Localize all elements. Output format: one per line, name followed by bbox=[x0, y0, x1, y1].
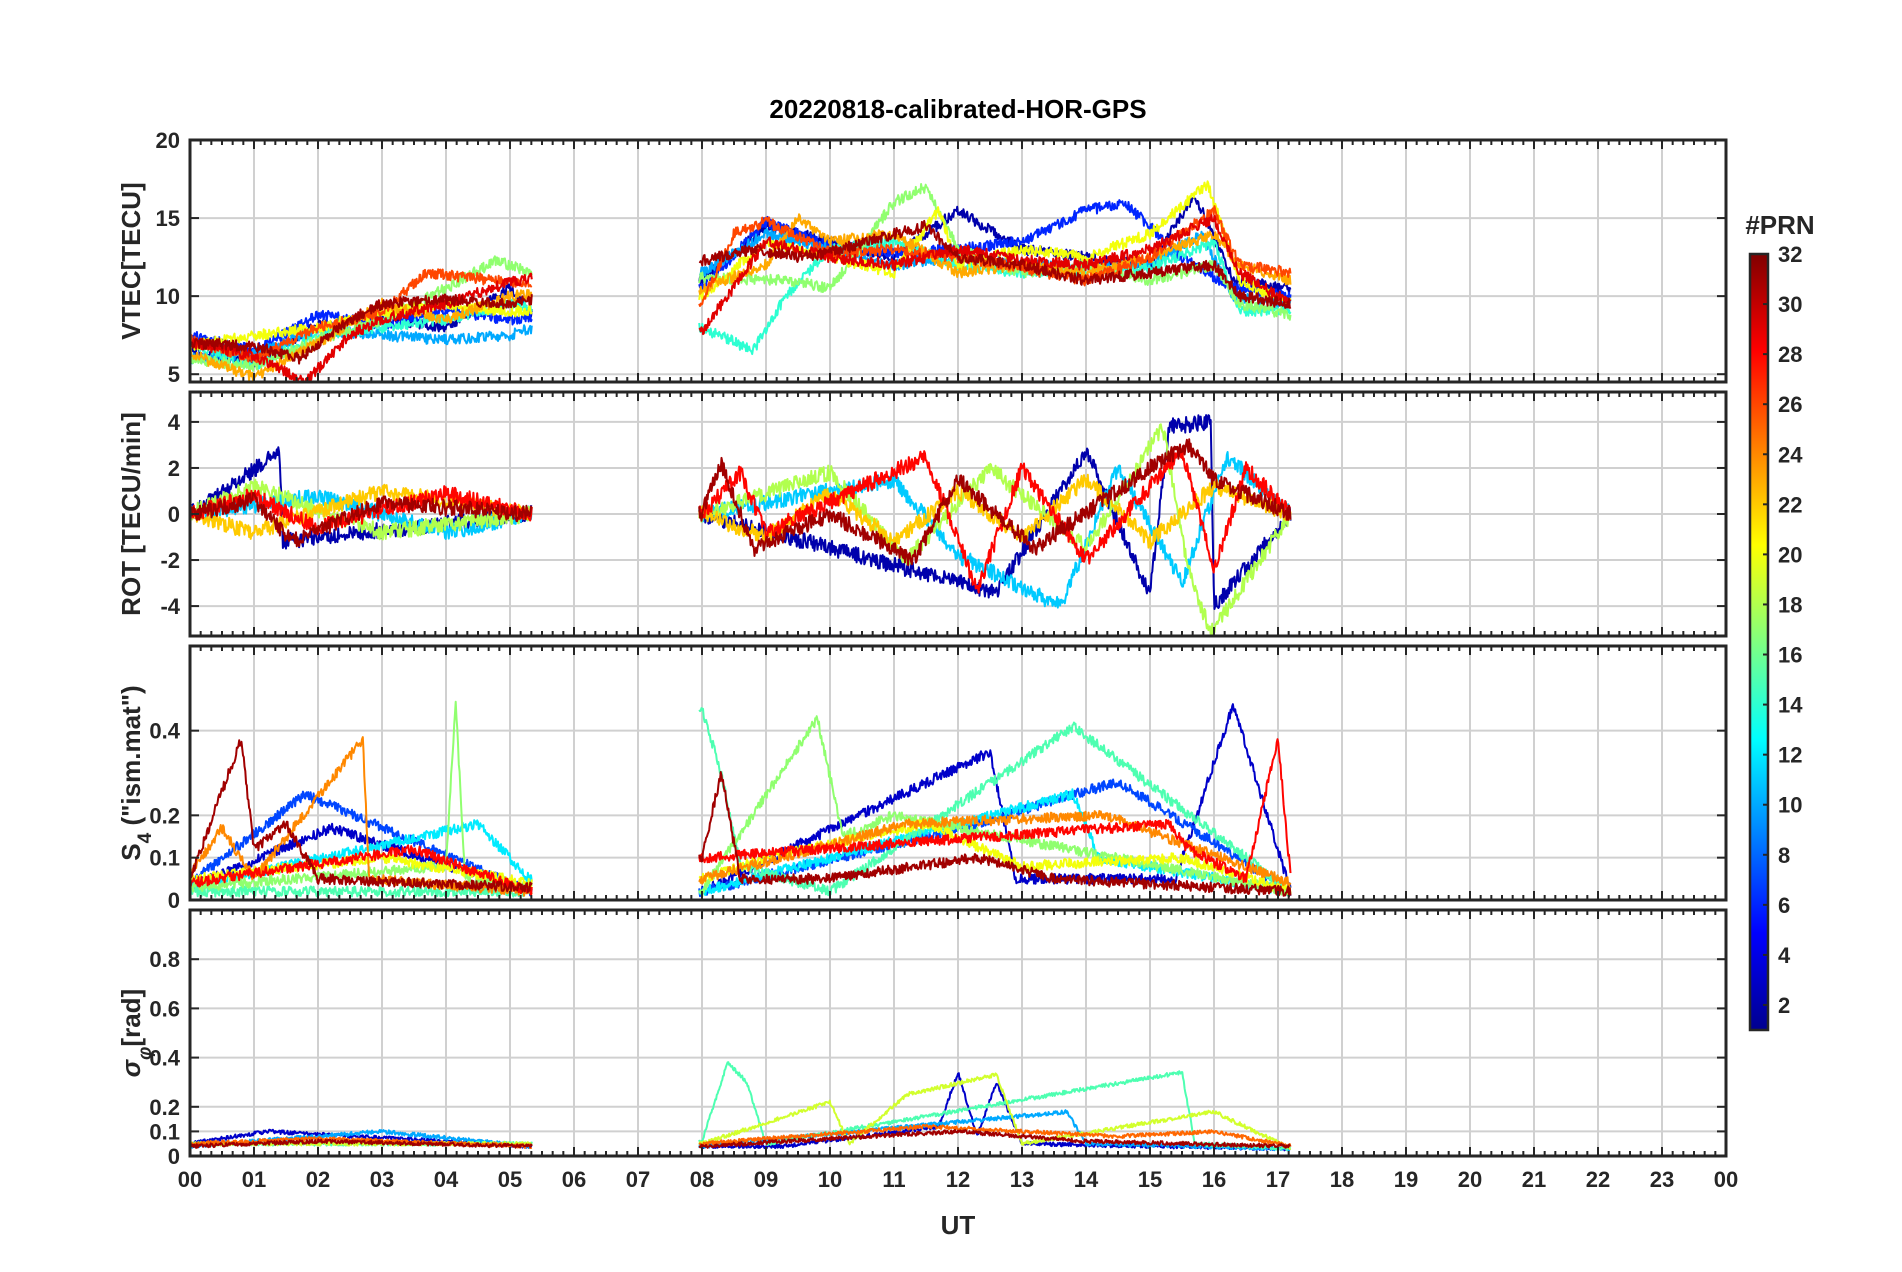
x-ticks bbox=[189, 140, 1727, 382]
y-axis-title-sub: φ bbox=[135, 1047, 156, 1060]
x-ticks bbox=[189, 910, 1727, 1156]
x-tick-label: 12 bbox=[946, 1167, 970, 1192]
x-axis-title: UT bbox=[941, 1210, 976, 1240]
series-group bbox=[190, 1061, 1292, 1152]
y-tick-label: 5 bbox=[168, 362, 180, 387]
x-tick-label: 20 bbox=[1458, 1167, 1482, 1192]
x-tick-label: 06 bbox=[562, 1167, 586, 1192]
series-group bbox=[190, 700, 1292, 898]
panel-3: 00.10.20.4S4 ("ism.mat") bbox=[116, 644, 1728, 913]
y-tick-label: 0.8 bbox=[149, 947, 180, 972]
x-ticks bbox=[189, 392, 1727, 636]
y-axis-title: S4 ("ism.mat") bbox=[116, 685, 156, 860]
chart-title: 20220818-calibrated-HOR-GPS bbox=[769, 94, 1146, 124]
x-tick-label: 17 bbox=[1266, 1167, 1290, 1192]
x-tick-label: 23 bbox=[1650, 1167, 1674, 1192]
y-axis-title-main: σ bbox=[116, 1058, 146, 1077]
colorbar-tick-label: 2 bbox=[1778, 993, 1790, 1018]
y-tick-label: 0 bbox=[168, 888, 180, 913]
colorbar-tick-label: 10 bbox=[1778, 793, 1802, 818]
y-axis-title: VTEC[TECU] bbox=[116, 182, 146, 339]
series-prn-31 bbox=[190, 438, 1292, 567]
colorbar-tick-label: 6 bbox=[1778, 893, 1790, 918]
colorbar-tick-label: 18 bbox=[1778, 592, 1802, 617]
x-tick-label: 22 bbox=[1586, 1167, 1610, 1192]
y-axis-title-rest: [rad] bbox=[116, 989, 146, 1047]
gridlines bbox=[189, 392, 1727, 636]
colorbar-tick-label: 8 bbox=[1778, 843, 1790, 868]
x-tick-label: 18 bbox=[1330, 1167, 1354, 1192]
x-tick-label: 16 bbox=[1202, 1167, 1226, 1192]
y-tick-label: 15 bbox=[156, 206, 180, 231]
colorbar-tick-label: 30 bbox=[1778, 292, 1802, 317]
y-tick-label: 0.1 bbox=[149, 1119, 180, 1144]
x-tick-label: 14 bbox=[1074, 1167, 1099, 1192]
y-tick-label: 0.1 bbox=[149, 846, 180, 871]
y-axis-title: σφ[rad] bbox=[116, 989, 156, 1077]
x-tick-label: 13 bbox=[1010, 1167, 1034, 1192]
x-axis: 00 01 02 03 04 05 06 07 08 09 10 11 12 13 14 15 16 17 18 19… bbox=[178, 1167, 1738, 1192]
y-tick-label: 0.4 bbox=[149, 719, 180, 744]
x-tick-label: 07 bbox=[626, 1167, 650, 1192]
series-group bbox=[190, 180, 1292, 382]
series-prn-28 bbox=[190, 738, 1292, 896]
y-tick-label: 0.2 bbox=[149, 803, 180, 828]
y-tick-label: 0.4 bbox=[149, 1046, 180, 1071]
y-tick-label: 10 bbox=[156, 284, 180, 309]
y-axis-title-rest: ("ism.mat") bbox=[116, 685, 146, 832]
series-prn-25 bbox=[190, 1123, 1292, 1149]
y-axis-title-main: S bbox=[116, 843, 146, 860]
colorbar-tick-label: 28 bbox=[1778, 342, 1802, 367]
colorbar-tick-label: 32 bbox=[1778, 242, 1802, 267]
y-tick-label: 0 bbox=[168, 1144, 180, 1169]
x-tick-label: 19 bbox=[1394, 1167, 1418, 1192]
x-ticks bbox=[189, 646, 1727, 900]
series-group bbox=[190, 414, 1292, 636]
colorbar-tick-label: 4 bbox=[1778, 943, 1791, 968]
x-tick-label: 03 bbox=[370, 1167, 394, 1192]
y-tick-label: 4 bbox=[168, 410, 181, 435]
panel-1: 5 10 15 20 VTEC[TECU] bbox=[116, 128, 1728, 387]
x-tick-label: 02 bbox=[306, 1167, 330, 1192]
y-tick-label: 0 bbox=[168, 502, 180, 527]
series-prn-31 bbox=[190, 219, 1292, 365]
colorbar-tick-label: 12 bbox=[1778, 743, 1802, 768]
y-tick-label: 0.6 bbox=[149, 996, 180, 1021]
x-tick-label: 04 bbox=[434, 1167, 459, 1192]
x-tick-label: 21 bbox=[1522, 1167, 1546, 1192]
x-tick-label: 00 bbox=[1714, 1167, 1738, 1192]
x-tick-label: 05 bbox=[498, 1167, 522, 1192]
panel-4: 00.10.2 0.4 0.6 0.8 σφ[rad] bbox=[116, 908, 1728, 1169]
colorbar-gradient bbox=[1748, 252, 1770, 1032]
series-prn-31 bbox=[190, 1128, 1291, 1149]
colorbar-tick-label: 22 bbox=[1778, 492, 1802, 517]
y-axis-title-sub: 4 bbox=[135, 832, 156, 843]
colorbar-tick-label: 14 bbox=[1778, 693, 1803, 718]
colorbar-label: #PRN bbox=[1745, 210, 1814, 240]
series-prn-29 bbox=[190, 214, 1292, 382]
colorbar-tick-label: 20 bbox=[1778, 542, 1802, 567]
colorbar-tick-label: 24 bbox=[1778, 442, 1803, 467]
x-tick-label: 10 bbox=[818, 1167, 842, 1192]
x-tick-label: 11 bbox=[882, 1167, 905, 1192]
y-tick-label: 0.2 bbox=[149, 1095, 180, 1120]
y-tick-label: 20 bbox=[156, 128, 180, 153]
x-tick-label: 15 bbox=[1138, 1167, 1162, 1192]
colorbar-tick-label: 26 bbox=[1778, 392, 1802, 417]
y-axis-title: ROT [TECU/min] bbox=[116, 412, 146, 616]
x-tick-label: 09 bbox=[754, 1167, 778, 1192]
x-tick-label: 08 bbox=[690, 1167, 714, 1192]
y-tick-label: -4 bbox=[160, 594, 180, 619]
colorbar-tick-label: 16 bbox=[1778, 643, 1802, 668]
series-prn-31 bbox=[190, 739, 1292, 898]
panel-2: -4 -2 0 2 4 ROT [TECU/min] bbox=[116, 390, 1728, 638]
x-tick-label: 00 bbox=[178, 1167, 202, 1192]
gridlines bbox=[189, 646, 1727, 901]
y-tick-label: -2 bbox=[160, 548, 180, 573]
y-tick-label: 2 bbox=[168, 456, 180, 481]
x-tick-label: 01 bbox=[242, 1167, 266, 1192]
